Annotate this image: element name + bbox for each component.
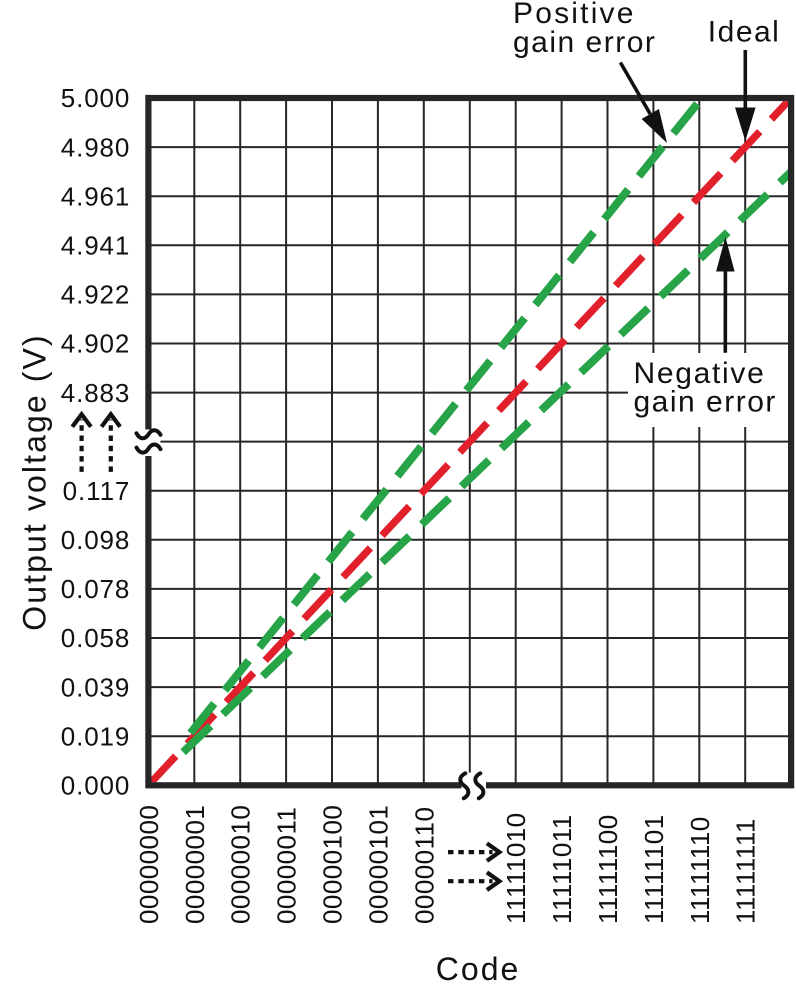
svg-text:00000100: 00000100 bbox=[318, 805, 348, 924]
svg-text:4.883: 4.883 bbox=[61, 378, 131, 408]
svg-text:Ideal: Ideal bbox=[708, 16, 781, 49]
svg-text:0.058: 0.058 bbox=[61, 623, 131, 653]
svg-text:11111011: 11111011 bbox=[547, 814, 577, 924]
svg-text:00000010: 00000010 bbox=[226, 805, 256, 924]
svg-text:00000000: 00000000 bbox=[134, 805, 164, 924]
svg-text:00000101: 00000101 bbox=[363, 805, 393, 924]
svg-text:4.961: 4.961 bbox=[61, 181, 131, 211]
svg-text:4.980: 4.980 bbox=[61, 132, 131, 162]
svg-text:00000110: 00000110 bbox=[409, 807, 439, 924]
svg-text:0.000: 0.000 bbox=[61, 771, 131, 801]
svg-text:11111100: 11111100 bbox=[593, 814, 623, 924]
svg-text:Code: Code bbox=[436, 951, 521, 982]
svg-text:0.019: 0.019 bbox=[61, 721, 131, 751]
svg-text:4.922: 4.922 bbox=[61, 280, 131, 310]
svg-text:Output voltage (V): Output voltage (V) bbox=[17, 333, 53, 631]
svg-text:4.941: 4.941 bbox=[61, 231, 131, 261]
svg-text:00000001: 00000001 bbox=[180, 805, 210, 924]
svg-text:0.078: 0.078 bbox=[61, 574, 131, 604]
svg-text:11111010: 11111010 bbox=[501, 812, 531, 924]
svg-text:0.117: 0.117 bbox=[63, 476, 131, 506]
svg-text:0.039: 0.039 bbox=[61, 672, 131, 702]
svg-text:5.000: 5.000 bbox=[61, 83, 131, 113]
svg-text:11111110: 11111110 bbox=[685, 816, 715, 924]
svg-text:gain error: gain error bbox=[634, 386, 777, 419]
svg-text:11111111: 11111111 bbox=[731, 818, 761, 924]
svg-text:0.098: 0.098 bbox=[61, 525, 131, 555]
svg-text:11111101: 11111101 bbox=[639, 814, 669, 924]
svg-text:4.902: 4.902 bbox=[61, 329, 131, 359]
svg-text:gain error: gain error bbox=[513, 26, 656, 59]
svg-text:00000011: 00000011 bbox=[272, 807, 302, 924]
